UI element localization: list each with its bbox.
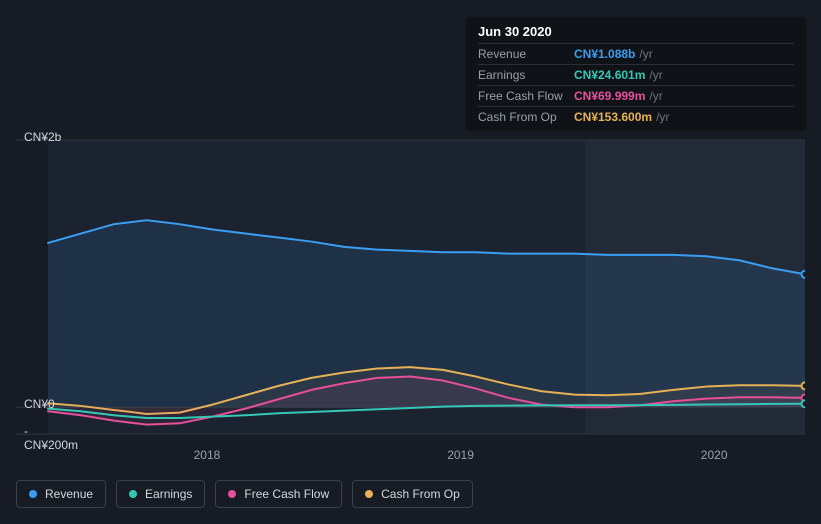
legend: Revenue Earnings Free Cash Flow Cash From O… [16, 480, 473, 508]
legend-dot-icon [29, 490, 37, 498]
tooltip-box: Jun 30 2020 RevenueCN¥1.088b/yrEarningsC… [466, 17, 806, 131]
legend-item-free-cash-flow[interactable]: Free Cash Flow [215, 480, 342, 508]
x-axis-label: 2019 [447, 448, 474, 462]
tooltip-label: Free Cash Flow [478, 89, 574, 103]
legend-item-cash-from-op[interactable]: Cash From Op [352, 480, 473, 508]
tooltip-row: RevenueCN¥1.088b/yr [478, 43, 794, 64]
tooltip-unit: /yr [649, 68, 662, 82]
chart-area: Past CN¥2bCN¥0-CN¥200m [16, 122, 805, 442]
tooltip-row: Free Cash FlowCN¥69.999m/yr [478, 85, 794, 106]
tooltip-row: EarningsCN¥24.601m/yr [478, 64, 794, 85]
legend-item-earnings[interactable]: Earnings [116, 480, 205, 508]
legend-dot-icon [365, 490, 373, 498]
legend-item-revenue[interactable]: Revenue [16, 480, 106, 508]
tooltip-value: CN¥69.999m [574, 89, 645, 103]
tooltip-value: CN¥24.601m [574, 68, 645, 82]
legend-label: Free Cash Flow [244, 487, 329, 501]
tooltip-date: Jun 30 2020 [478, 24, 794, 43]
tooltip-unit: /yr [639, 47, 652, 61]
chart-svg [16, 122, 805, 442]
legend-label: Revenue [45, 487, 93, 501]
legend-dot-icon [129, 490, 137, 498]
tooltip-value: CN¥1.088b [574, 47, 635, 61]
legend-label: Earnings [145, 487, 192, 501]
tooltip-unit: /yr [649, 89, 662, 103]
tooltip-label: Revenue [478, 47, 574, 61]
legend-label: Cash From Op [381, 487, 460, 501]
legend-dot-icon [228, 490, 236, 498]
x-axis-label: 2018 [194, 448, 221, 462]
tooltip-label: Earnings [478, 68, 574, 82]
x-axis-label: 2020 [701, 448, 728, 462]
